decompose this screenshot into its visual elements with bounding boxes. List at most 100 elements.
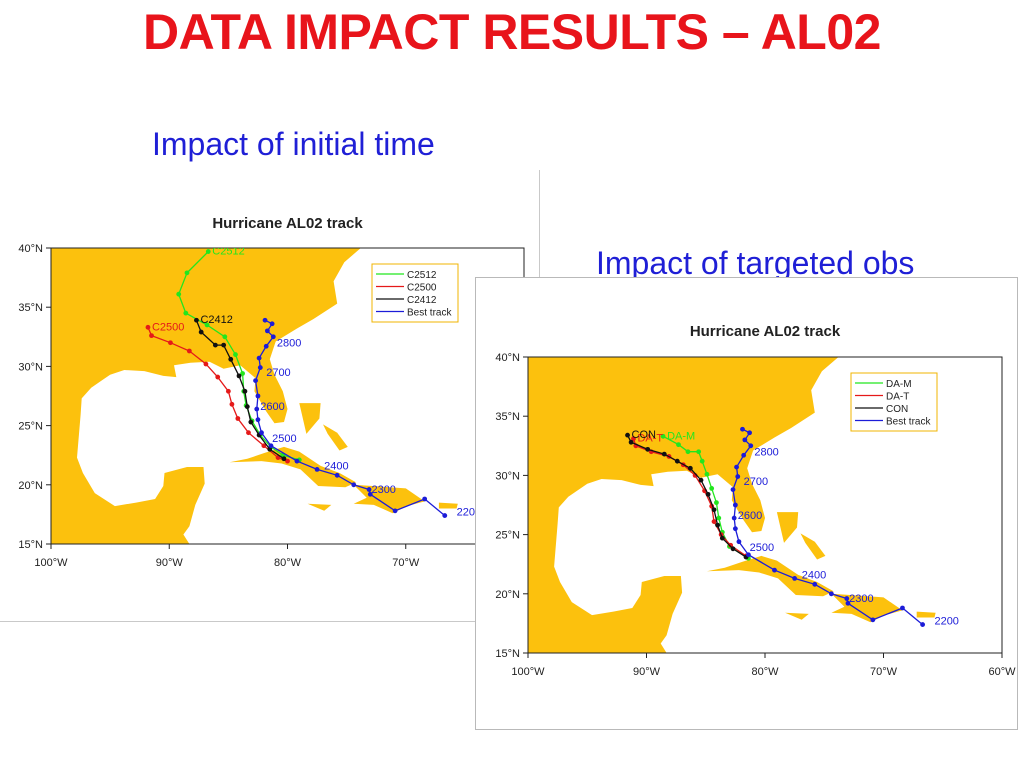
track-point [205, 249, 211, 254]
y-tick-label: 40°N [495, 352, 520, 364]
best-track-time-label: 2600 [738, 510, 762, 522]
track-point [259, 430, 264, 436]
x-tick-label: 70°W [392, 557, 420, 569]
caption-targeted-obs: Impact of targeted obs [596, 245, 915, 281]
track-point [269, 321, 275, 327]
track-point [736, 539, 742, 545]
track-point [742, 437, 748, 443]
landmass [229, 446, 357, 488]
track-point [268, 443, 274, 449]
track-point [645, 446, 651, 452]
track-point [845, 600, 851, 606]
track-label: C2412 [200, 314, 232, 326]
track-point [625, 432, 630, 438]
y-tick-label: 15°N [495, 648, 520, 660]
track-point [233, 352, 238, 357]
best-track-time-label: 2200 [457, 507, 481, 519]
track-line-best-track [732, 428, 924, 626]
landmass [353, 484, 425, 514]
track-point [705, 491, 711, 497]
track-point [792, 576, 798, 581]
track-label: DA-T [637, 433, 663, 445]
track-point [730, 487, 736, 493]
track-point [828, 591, 834, 597]
track-point [704, 471, 710, 477]
x-tick-label: 80°W [751, 666, 779, 678]
track-point [281, 456, 287, 462]
track-point [674, 458, 680, 464]
best-track-time-label: 2400 [324, 460, 348, 472]
track-point [628, 439, 634, 445]
track-point [732, 526, 738, 532]
track-point [248, 419, 254, 425]
track-point [709, 486, 715, 491]
track-point [366, 487, 372, 492]
track-point [844, 596, 850, 601]
best-track-time-label: 2700 [266, 367, 290, 379]
track-point [719, 535, 725, 541]
track-line-c2412 [195, 319, 285, 460]
track-point [772, 567, 777, 573]
track-point [168, 340, 173, 346]
track-point [698, 477, 704, 483]
track-point [920, 622, 926, 627]
track-point [660, 433, 666, 439]
track-point [145, 324, 151, 330]
track-point [685, 449, 691, 455]
landmass [800, 533, 826, 560]
legend-entry: C2500 [407, 283, 437, 294]
caption-initial-time: Impact of initial time [152, 126, 435, 162]
legend-entry: Best track [886, 417, 931, 428]
landmass [438, 502, 458, 509]
best-track-time-label: 2500 [272, 433, 296, 445]
track-point [367, 491, 373, 497]
track-point [236, 373, 242, 379]
map-panel-initial-time: Hurricane AL02 track 100°W 90°W 80°W 70°W 40°… [0, 170, 540, 622]
track-point [334, 472, 340, 478]
legend-entry: C2512 [407, 270, 437, 281]
y-tick-label: 30°N [18, 361, 43, 373]
legend-entry: CON [886, 404, 908, 415]
best-track-time-label: 2800 [754, 446, 778, 458]
track-point [699, 458, 705, 464]
track-point [264, 328, 270, 334]
track-point [735, 474, 741, 479]
landmass [323, 424, 348, 451]
track-point [222, 334, 228, 340]
track-point [870, 617, 876, 623]
y-tick-label: 35°N [18, 302, 43, 314]
track-point [676, 442, 681, 448]
track-point [716, 515, 722, 521]
track-point [253, 378, 258, 384]
track-point [812, 581, 818, 587]
track-point [728, 542, 734, 548]
track-point [255, 393, 261, 399]
track-label: C2500 [152, 321, 184, 333]
track-point [256, 355, 262, 361]
track-point [203, 361, 209, 367]
track-point [351, 482, 357, 488]
track-point [285, 458, 290, 464]
track-point [687, 465, 693, 471]
track-point [225, 388, 231, 394]
track-label: DA-M [667, 430, 695, 442]
y-tick-label: 20°N [18, 480, 43, 492]
y-tick-label: 25°N [18, 421, 43, 433]
track-point [198, 329, 204, 335]
track-point [261, 443, 267, 449]
x-tick-label: 70°W [870, 666, 898, 678]
map-title: Hurricane AL02 track [690, 323, 841, 340]
legend-entry: DA-T [886, 392, 909, 403]
track-point [631, 436, 636, 442]
track-point [748, 443, 754, 449]
best-track-time-label: 2300 [371, 484, 395, 496]
track-point [186, 348, 192, 354]
track-point [715, 522, 720, 528]
x-tick-label: 100°W [511, 666, 545, 678]
map-initial-time: Hurricane AL02 track 100°W 90°W 80°W 70°W 40°… [18, 215, 525, 569]
track-point [262, 317, 268, 323]
landmass [528, 357, 839, 653]
track-point [294, 458, 300, 464]
track-point [212, 342, 218, 348]
